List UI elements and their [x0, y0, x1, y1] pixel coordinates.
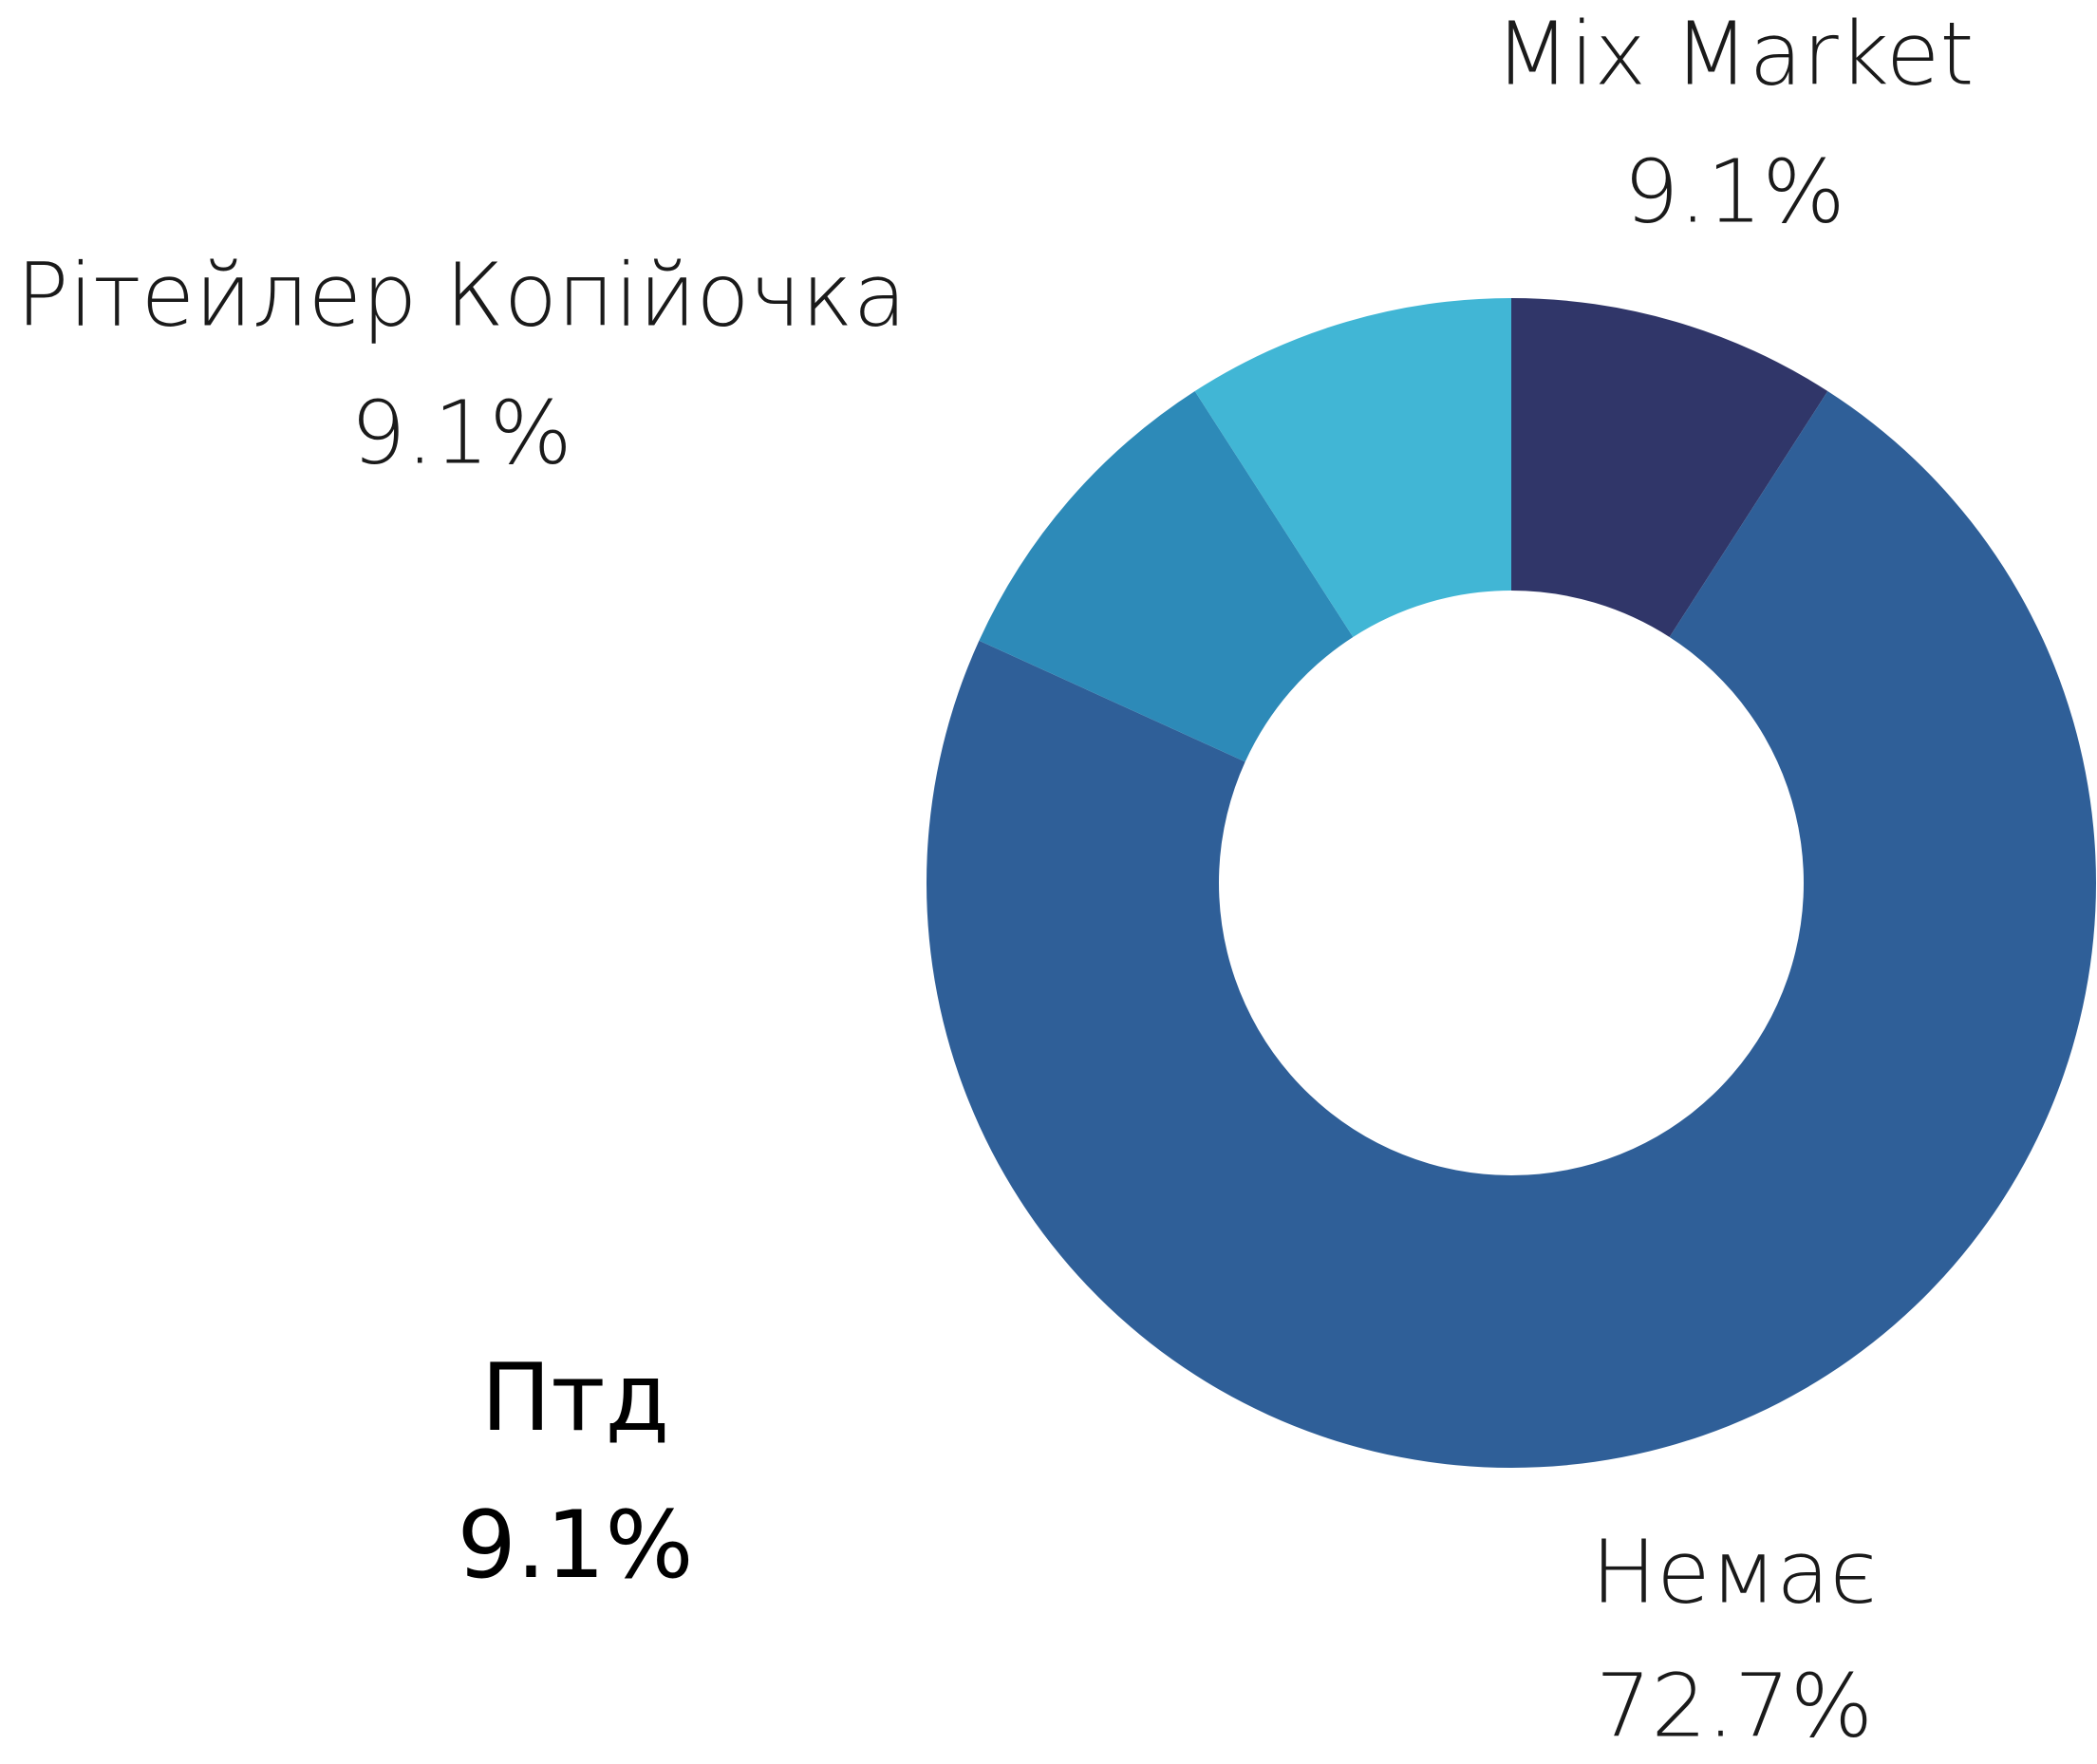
slice-label: Рітейлер Копійочка [16, 245, 907, 347]
slice-label: Птд [481, 1344, 670, 1453]
slice-label: Немає [1591, 1522, 1878, 1623]
value-label: 9.1% [458, 1492, 694, 1600]
donut-slice [1194, 298, 1511, 637]
value-label: 9.1% [350, 383, 572, 484]
value-label: 72.7% [1596, 1656, 1873, 1757]
donut-slice [1511, 298, 1828, 637]
slice-label: Mix Market [1495, 4, 1975, 105]
donut-slice [979, 390, 1354, 762]
value-label: 9.1% [1623, 141, 1845, 243]
donut-slice [926, 390, 2096, 1468]
